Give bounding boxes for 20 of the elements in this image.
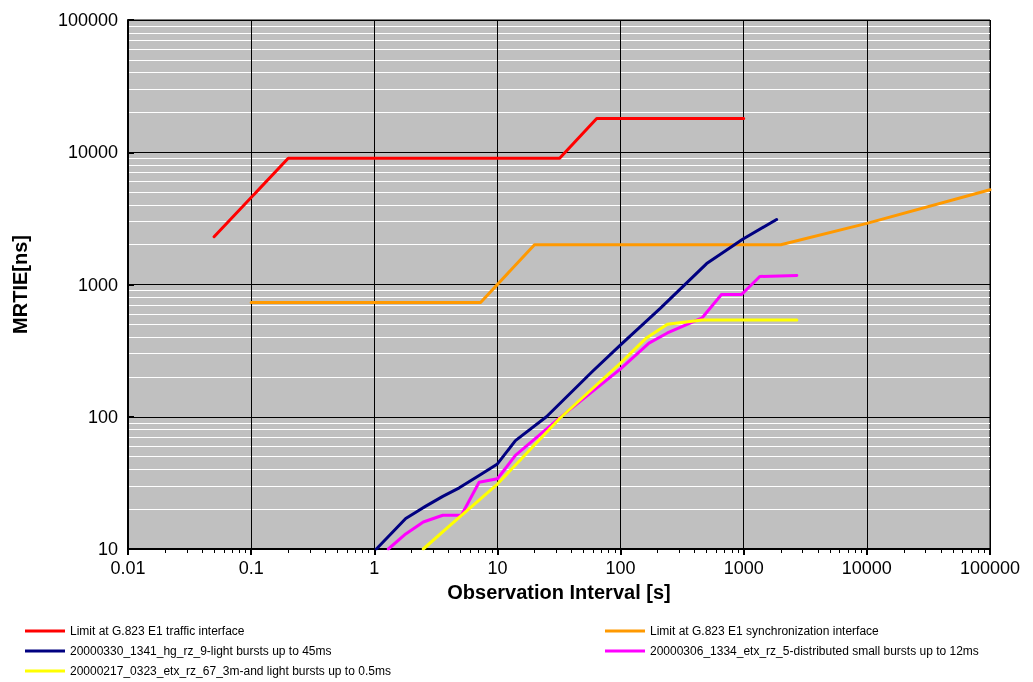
x-tick-label: 10 bbox=[487, 558, 508, 578]
legend-label: Limit at G.823 E1 traffic interface bbox=[70, 624, 245, 638]
x-tick-label: 1 bbox=[369, 558, 380, 578]
legend-label: Limit at G.823 E1 synchronization interface bbox=[650, 624, 880, 638]
legend-label: 20000330_1341_hg_rz_9-light bursts up to 45ms bbox=[70, 644, 332, 658]
legend-label: 20000217_0323_etx_rz_67_3m-and light bursts up to 0.5ms bbox=[70, 664, 391, 678]
y-tick-label: 100 bbox=[87, 406, 118, 427]
legend-label: 20000306_1334_etx_rz_5-distributed small bursts up to 12ms bbox=[650, 644, 979, 658]
x-tick-label: 100000 bbox=[959, 558, 1021, 578]
x-tick-label: 0.1 bbox=[238, 558, 264, 578]
x-tick-label: 1000 bbox=[723, 558, 764, 578]
x-tick-label: 0.01 bbox=[110, 558, 146, 578]
x-axis-title: Observation Interval [s] bbox=[447, 580, 671, 603]
y-tick-label: 100000 bbox=[57, 10, 118, 30]
x-tick-label: 10000 bbox=[841, 558, 892, 578]
y-axis-title: MRTIE[ns] bbox=[9, 235, 31, 334]
y-tick-label: 10 bbox=[97, 539, 118, 559]
y-tick-label: 10000 bbox=[67, 142, 118, 163]
x-tick-label: 100 bbox=[605, 558, 636, 578]
y-tick-label: 1000 bbox=[77, 274, 118, 295]
